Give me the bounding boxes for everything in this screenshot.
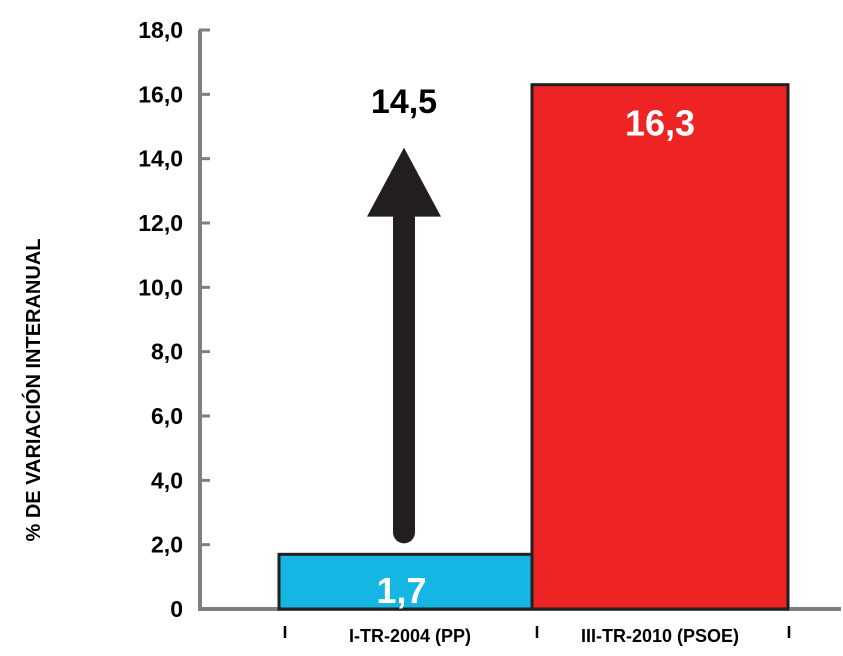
arrow-annotation-label: 14,5 bbox=[371, 83, 437, 121]
growth-arrow bbox=[367, 147, 441, 544]
labels: 1,7 16,3 I-TR-2004 (PP) III-TR-2010 (PSOE) 1… bbox=[283, 83, 791, 646]
arrow-head bbox=[367, 147, 441, 217]
y-axis-title: % DE VARIACIÓN INTERANUAL bbox=[21, 239, 45, 542]
bar-value-label: 16,3 bbox=[625, 103, 695, 144]
bar-2 bbox=[530, 83, 790, 611]
y-tick-label: 6,0 bbox=[151, 403, 183, 429]
y-tick-label: 10,0 bbox=[138, 274, 183, 300]
bar-value-label: 1,7 bbox=[376, 570, 426, 611]
y-tick-label: 4,0 bbox=[151, 467, 183, 493]
y-tick-label: 0 bbox=[170, 596, 183, 622]
y-axis-ticks: 0 2,0 4,0 6,0 8,0 10,0 12,0 14,0 16,0 18,0 bbox=[138, 17, 210, 622]
x-category-label: I-TR-2004 (PP) bbox=[349, 626, 471, 646]
y-tick-label: 18,0 bbox=[138, 17, 183, 43]
bars bbox=[277, 83, 790, 611]
x-category-label: III-TR-2010 (PSOE) bbox=[581, 626, 739, 646]
y-tick-label: 8,0 bbox=[151, 339, 183, 365]
y-tick-label: 16,0 bbox=[138, 81, 183, 107]
y-tick-label: 12,0 bbox=[138, 210, 183, 236]
bar-1 bbox=[277, 552, 534, 611]
y-tick-label: 2,0 bbox=[151, 532, 183, 558]
y-tick-label: 14,0 bbox=[138, 146, 183, 172]
